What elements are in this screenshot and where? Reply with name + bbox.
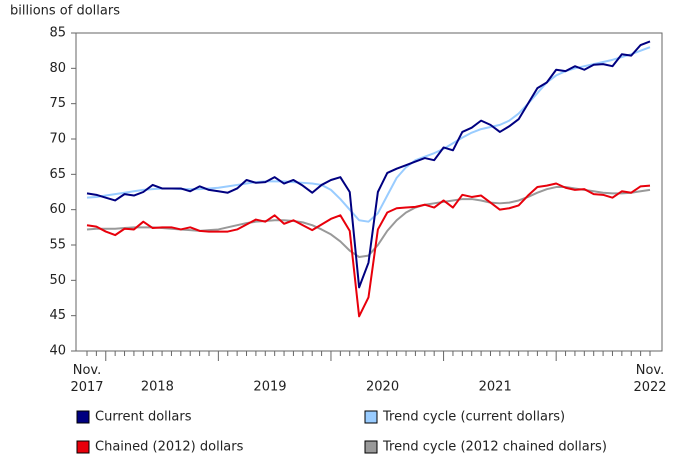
legend-swatch xyxy=(364,410,378,424)
legend-swatch xyxy=(76,410,90,424)
series-line xyxy=(86,40,651,289)
y-tick-label: 60 xyxy=(49,202,66,217)
legend-label: Trend cycle (current dollars) xyxy=(382,410,565,425)
y-tick-label: 65 xyxy=(49,167,66,182)
series-line xyxy=(86,46,651,223)
y-tick-label: 50 xyxy=(49,273,66,288)
y-tick-label: 80 xyxy=(49,61,66,76)
x-tick-label: 2020 xyxy=(366,380,399,395)
chart-title: billions of dollars xyxy=(10,4,120,19)
x-tick-label: 2021 xyxy=(479,380,512,395)
x-tick-label: 2018 xyxy=(141,380,174,395)
legend-label: Chained (2012) dollars xyxy=(95,440,244,455)
x-tick-label: Nov. 2017 xyxy=(70,363,103,395)
y-tick-label: 70 xyxy=(49,132,66,147)
series-line xyxy=(86,182,651,318)
y-tick-label: 40 xyxy=(49,344,66,359)
x-tick-label: 2019 xyxy=(253,380,286,395)
x-tick-label: Nov. 2022 xyxy=(633,363,666,395)
plot-frame xyxy=(75,32,663,352)
legend-swatch xyxy=(76,440,90,454)
y-tick-label: 85 xyxy=(49,26,66,41)
legend-label: Trend cycle (2012 chained dollars) xyxy=(382,440,607,455)
legend-swatch xyxy=(364,440,378,454)
y-tick-label: 55 xyxy=(49,238,66,253)
y-tick-label: 45 xyxy=(49,308,66,323)
legend-label: Current dollars xyxy=(95,410,192,425)
y-tick-label: 75 xyxy=(49,96,66,111)
